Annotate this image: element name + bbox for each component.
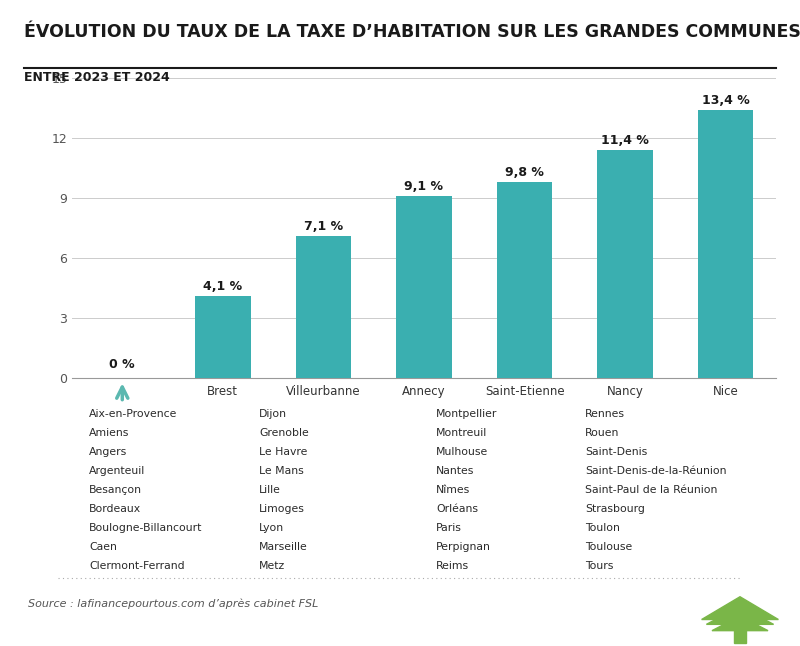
Text: 4,1 %: 4,1 % xyxy=(203,280,242,293)
Text: Reims: Reims xyxy=(436,561,470,571)
Bar xyxy=(396,196,452,378)
Text: 11,4 %: 11,4 % xyxy=(602,134,649,147)
Text: Bordeaux: Bordeaux xyxy=(90,504,142,514)
Bar xyxy=(698,110,754,378)
Text: Nantes: Nantes xyxy=(436,466,474,476)
Text: ÉVOLUTION DU TAUX DE LA TAXE D’HABITATION SUR LES GRANDES COMMUNES: ÉVOLUTION DU TAUX DE LA TAXE D’HABITATIO… xyxy=(24,23,800,41)
Text: Angers: Angers xyxy=(90,447,127,457)
Text: Dijon: Dijon xyxy=(259,409,287,419)
Bar xyxy=(598,150,653,378)
Text: Tours: Tours xyxy=(585,561,614,571)
Text: Limoges: Limoges xyxy=(259,504,305,514)
Text: Aix-en-Provence: Aix-en-Provence xyxy=(90,409,178,419)
Text: Caen: Caen xyxy=(90,542,117,552)
Text: Paris: Paris xyxy=(436,523,462,533)
Text: Argenteuil: Argenteuil xyxy=(90,466,146,476)
Text: 0 %: 0 % xyxy=(110,358,135,371)
Text: Le Mans: Le Mans xyxy=(259,466,304,476)
Text: Boulogne-Billancourt: Boulogne-Billancourt xyxy=(90,523,202,533)
Text: Besançon: Besançon xyxy=(90,485,142,495)
Bar xyxy=(734,629,746,643)
Text: Mulhouse: Mulhouse xyxy=(436,447,489,457)
Text: Montreuil: Montreuil xyxy=(436,428,487,438)
Text: Toulouse: Toulouse xyxy=(585,542,632,552)
Text: Rouen: Rouen xyxy=(585,428,619,438)
Text: Le Havre: Le Havre xyxy=(259,447,307,457)
Text: Montpellier: Montpellier xyxy=(436,409,498,419)
Text: Grenoble: Grenoble xyxy=(259,428,309,438)
Text: 7,1 %: 7,1 % xyxy=(304,220,343,233)
Text: Rennes: Rennes xyxy=(585,409,625,419)
Polygon shape xyxy=(702,597,778,620)
Text: Strasbourg: Strasbourg xyxy=(585,504,645,514)
Text: 9,1 %: 9,1 % xyxy=(405,180,443,193)
Text: Nîmes: Nîmes xyxy=(436,485,470,495)
Bar xyxy=(296,236,351,378)
Text: 9,8 %: 9,8 % xyxy=(505,165,544,179)
Text: Orléans: Orléans xyxy=(436,504,478,514)
Text: Toulon: Toulon xyxy=(585,523,620,533)
Text: Saint-Denis: Saint-Denis xyxy=(585,447,647,457)
Text: Clermont-Ferrand: Clermont-Ferrand xyxy=(90,561,185,571)
Text: Lyon: Lyon xyxy=(259,523,284,533)
Polygon shape xyxy=(712,616,768,630)
Text: Source : lafinancepourtous.com d’après cabinet FSL: Source : lafinancepourtous.com d’après c… xyxy=(28,598,318,609)
Text: Saint-Paul de la Réunion: Saint-Paul de la Réunion xyxy=(585,485,718,495)
Text: 13,4 %: 13,4 % xyxy=(702,94,750,107)
Text: Metz: Metz xyxy=(259,561,286,571)
Bar xyxy=(195,296,250,378)
Bar xyxy=(497,182,552,378)
Text: Saint-Denis-de-la-Réunion: Saint-Denis-de-la-Réunion xyxy=(585,466,726,476)
Text: ENTRE 2023 ET 2024: ENTRE 2023 ET 2024 xyxy=(24,71,170,84)
Text: Perpignan: Perpignan xyxy=(436,542,491,552)
Text: Marseille: Marseille xyxy=(259,542,308,552)
Text: Lille: Lille xyxy=(259,485,281,495)
Text: Amiens: Amiens xyxy=(90,428,130,438)
Polygon shape xyxy=(706,607,774,624)
